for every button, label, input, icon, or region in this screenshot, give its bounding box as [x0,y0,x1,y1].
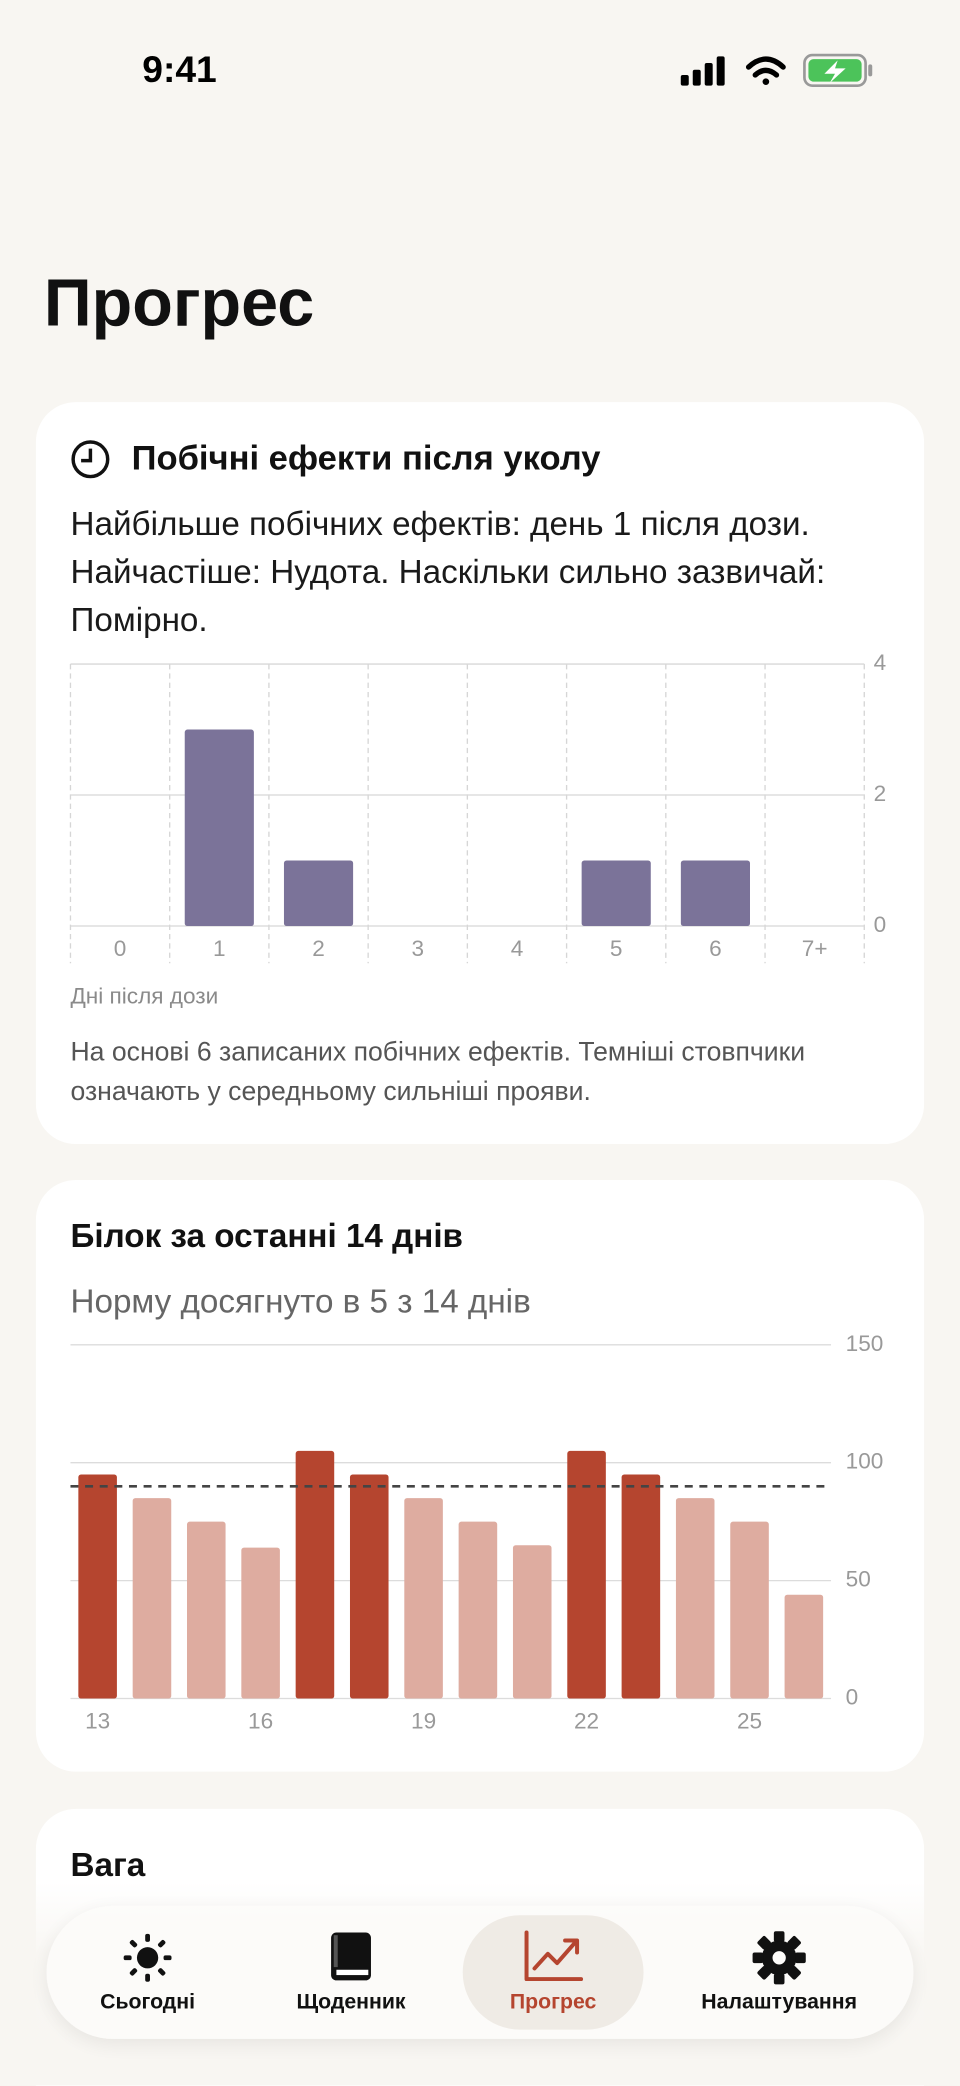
tab-icon [123,1933,172,1982]
y-tick-label: 0 [846,1684,859,1709]
bar [621,1474,661,1699]
bar [567,1450,606,1699]
x-tick-label: 19 [411,1708,436,1733]
bar [187,1521,226,1699]
card-subtitle: Норму досягнуто в 5 з 14 днів [70,1283,530,1320]
status-time: 9:41 [142,48,217,90]
bar [78,1474,117,1699]
bar [675,1498,715,1699]
bar [512,1545,552,1699]
y-tick-label: 2 [874,781,887,806]
card-title: Побічні ефекти після уколу [132,440,602,478]
tab-active-pill [462,1915,644,2030]
bar [581,860,651,926]
tab-label: Щоденник [296,1990,405,2014]
bar [241,1547,280,1699]
x-tick-label: 16 [248,1708,273,1733]
tab-icon [752,1931,806,1985]
x-tick-label: 7+ [802,936,828,961]
bar [680,860,750,926]
bar [404,1498,443,1699]
tab-item[interactable]: Щоденник [296,1932,406,2014]
bar [184,729,254,926]
y-tick-label: 150 [846,1331,884,1356]
bar [349,1474,389,1699]
tab-item[interactable]: Налаштування [701,1931,857,2014]
x-tick-label: 13 [85,1708,110,1733]
card-summary: Найбільше побічних ефектів: день 1 після… [70,505,826,639]
note-wrap: На основі 6 записаних побічних ефектів. … [70,1037,806,1107]
bar [730,1521,769,1699]
x-tick-label: 2 [312,936,325,961]
x-tick-label: 3 [411,936,424,961]
page-title: Прогрес [44,266,314,340]
bar [295,1450,335,1699]
tab-label: Налаштування [701,1990,857,2014]
y-tick-label: 50 [846,1567,871,1592]
card-note: На основі 6 записаних побічних ефектів. … [70,1037,806,1107]
tab-label: Прогрес [510,1990,597,2014]
y-tick-label: 0 [874,912,887,937]
bar [784,1594,824,1699]
tab-label: Сьогодні [100,1990,195,2014]
tab-icon [331,1932,371,1981]
card-title: Білок за останні 14 днів [70,1218,463,1255]
x-tick-label: 0 [114,936,127,961]
wifi-icon [745,56,786,85]
bar [458,1521,498,1699]
x-tick-label: 25 [737,1708,762,1733]
battery-icon [803,53,873,87]
card-title: Вага [70,1847,145,1884]
clock-icon [71,440,110,479]
signal-icon [680,56,725,86]
tab-icon [524,1930,584,1982]
bar [132,1498,172,1699]
tab-item[interactable]: Прогрес [462,1915,644,2030]
x-tick-label: 5 [610,936,623,961]
x-tick-label: 1 [213,936,226,961]
x-tick-label: 4 [511,936,524,961]
x-tick-label: 22 [574,1708,599,1733]
tab-item[interactable]: Сьогодні [100,1933,195,2014]
side-effects-card [35,402,925,1145]
bar [283,860,354,926]
x-axis-label: Дні після дози [70,984,218,1009]
y-tick-label: 100 [846,1449,884,1474]
x-tick-label: 6 [709,936,722,961]
summary-wrap: Найбільше побічних ефектів: день 1 після… [70,505,826,639]
y-tick-label: 4 [874,650,887,675]
